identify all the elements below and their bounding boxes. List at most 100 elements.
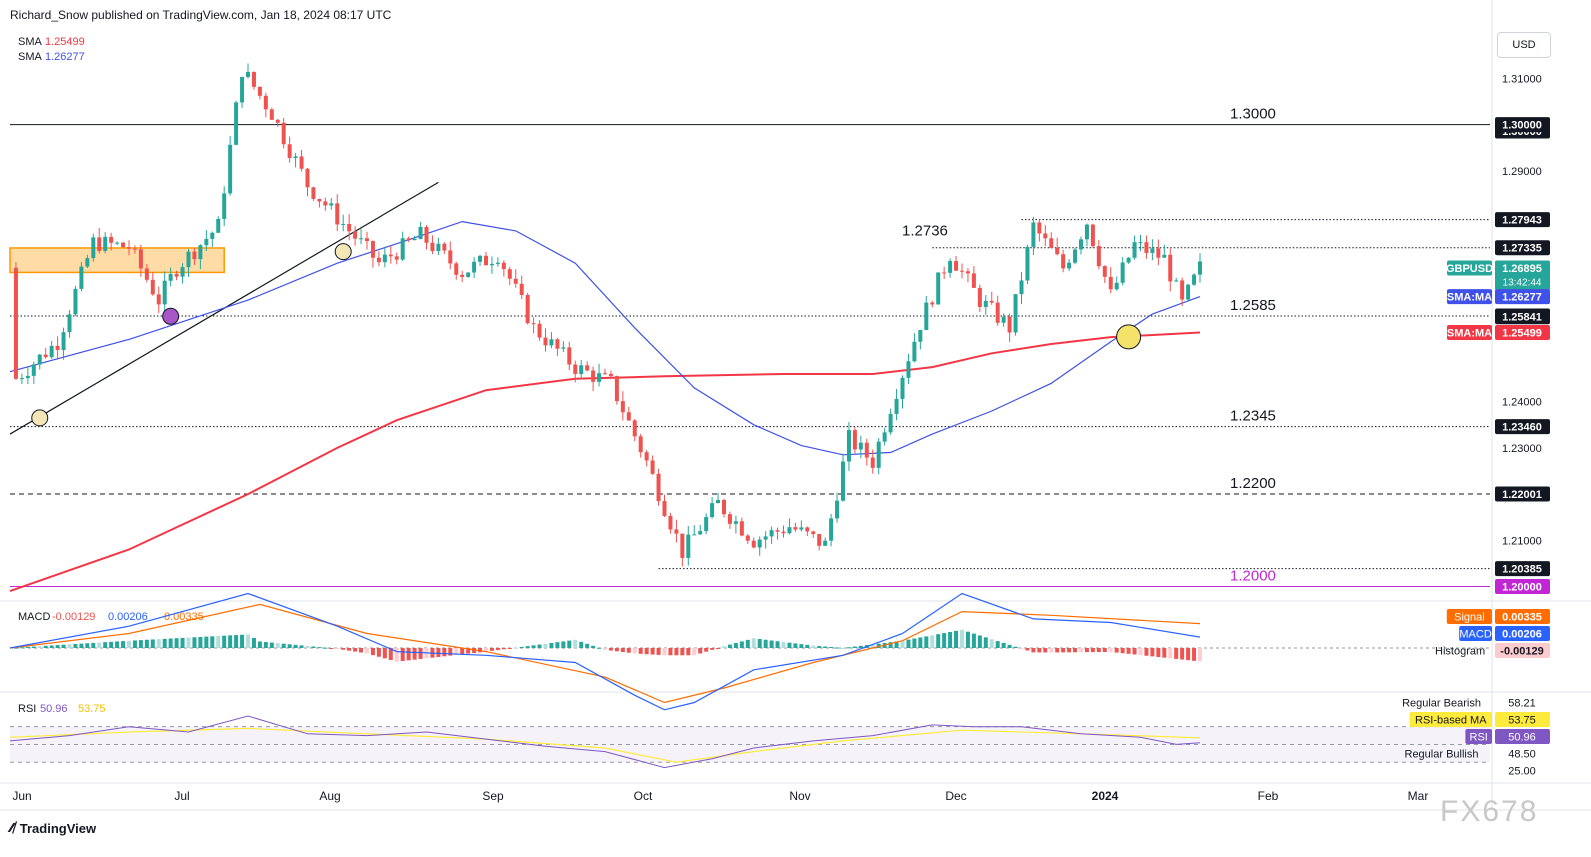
macd-histogram-bar — [43, 645, 48, 648]
macd-histogram-bar — [989, 639, 994, 648]
macd-histogram-bar — [192, 637, 197, 648]
macd-histogram-bar — [251, 637, 256, 648]
candle-body — [608, 373, 613, 377]
candle-body — [954, 261, 959, 271]
candle-body — [983, 300, 988, 307]
candle-body — [591, 370, 596, 382]
candle-body — [19, 378, 24, 380]
macd-histogram-bar — [769, 640, 774, 648]
rsi-tag-0: 58.21 — [1508, 698, 1536, 710]
logo-text: TradingView — [19, 820, 97, 836]
candle-body — [103, 236, 108, 251]
candle-body — [275, 119, 280, 123]
candle-body — [370, 241, 375, 258]
macd-histogram-bar — [1084, 648, 1089, 653]
candle-body — [1019, 280, 1024, 295]
macd-histogram-bar — [787, 642, 792, 648]
macd-histogram-bar — [1079, 648, 1083, 653]
price-tag-7: 1.25499 — [1502, 328, 1542, 340]
y-tick-label: 1.24000 — [1502, 397, 1542, 409]
macd-histogram-bar — [127, 640, 131, 648]
x-tick-label-6: Dec — [945, 789, 966, 803]
candle-body — [1114, 282, 1119, 290]
macd-histogram-bar — [710, 648, 715, 650]
candle-body — [519, 283, 524, 295]
rsi-value-1: 53.75 — [78, 703, 106, 715]
rsi-tag-bg-0 — [1495, 695, 1550, 710]
macd-histogram-bar — [394, 648, 399, 662]
candle-body — [454, 263, 459, 275]
candle-body — [787, 527, 792, 534]
candle-body — [287, 144, 292, 158]
macd-histogram-bar — [198, 636, 203, 648]
candle-body — [1138, 242, 1143, 244]
candle-body — [894, 398, 899, 414]
macd-histogram-bar — [287, 644, 292, 648]
macd-histogram-bar — [365, 648, 369, 654]
candle-body — [406, 238, 411, 241]
candle-body — [263, 95, 268, 110]
candle-body — [1067, 262, 1072, 269]
macd-histogram-bar — [454, 648, 459, 655]
macd-histogram-bar — [323, 647, 328, 649]
macd-histogram-bar — [918, 637, 923, 648]
candle-body — [739, 521, 744, 536]
candle-body — [109, 236, 114, 243]
candle-body — [1132, 242, 1137, 258]
macd-histogram-bar — [591, 645, 596, 648]
candle-body — [597, 373, 602, 382]
price-tag-bg-11 — [1495, 578, 1550, 594]
macd-histogram-bar — [674, 648, 679, 656]
macd-histogram-bar — [1102, 648, 1107, 652]
candle-body — [680, 533, 685, 558]
macd-histogram-bar — [359, 648, 364, 653]
macd-histogram-bar — [19, 647, 24, 649]
macd-histogram-bar — [317, 647, 322, 649]
macd-histogram-bar — [775, 641, 780, 648]
macd-histogram-bar — [620, 648, 625, 652]
macd-histogram-bar — [936, 634, 941, 648]
candle-body — [1150, 248, 1155, 253]
candle-body — [251, 71, 256, 87]
candle-body — [353, 231, 358, 239]
price-tag-bg-3 — [1495, 260, 1550, 291]
candle-body — [79, 266, 84, 289]
macd-histogram-bar — [751, 638, 756, 648]
candle-body — [876, 441, 881, 468]
macd-histogram-bar — [1150, 648, 1155, 657]
macd-histogram-bar — [1180, 648, 1185, 660]
candle-body — [1007, 316, 1012, 333]
macd-histogram-bar — [1067, 648, 1072, 653]
macd-histogram-bar — [85, 643, 90, 648]
price-tag-name-bg-3 — [1447, 260, 1492, 276]
macd-histogram-bar — [1120, 648, 1125, 654]
candle-body — [1162, 254, 1167, 258]
candle-body — [55, 345, 60, 351]
macd-histogram-bar — [495, 648, 500, 651]
candle-body — [91, 237, 96, 259]
candle-body — [376, 257, 381, 263]
price-tag-bg-4 — [1495, 289, 1550, 305]
macd-histogram-bar — [347, 648, 352, 651]
currency-button[interactable]: USD — [1497, 32, 1551, 58]
macd-histogram-bar — [216, 636, 221, 648]
macd-histogram-bar — [638, 648, 643, 654]
x-tick-label-4: Oct — [634, 789, 653, 803]
candle-body — [936, 272, 941, 305]
candle-body — [858, 442, 863, 450]
candle-body — [585, 365, 590, 371]
price-tag-2: 1.27335 — [1502, 243, 1542, 255]
macd-histogram-bar — [1055, 648, 1060, 653]
sma-fast-line — [9, 220, 1201, 456]
macd-tag-name-bg-0 — [1446, 609, 1492, 624]
macd-histogram-bar — [543, 643, 548, 648]
macd-histogram-bar — [686, 648, 691, 656]
macd-histogram-bar — [222, 635, 227, 648]
candle-body — [495, 262, 500, 264]
macd-histogram-bar — [1013, 646, 1018, 648]
macd-histogram-bar — [912, 638, 917, 648]
candle-body — [775, 530, 780, 532]
macd-histogram-bar — [930, 635, 935, 648]
candle-body — [192, 251, 197, 260]
